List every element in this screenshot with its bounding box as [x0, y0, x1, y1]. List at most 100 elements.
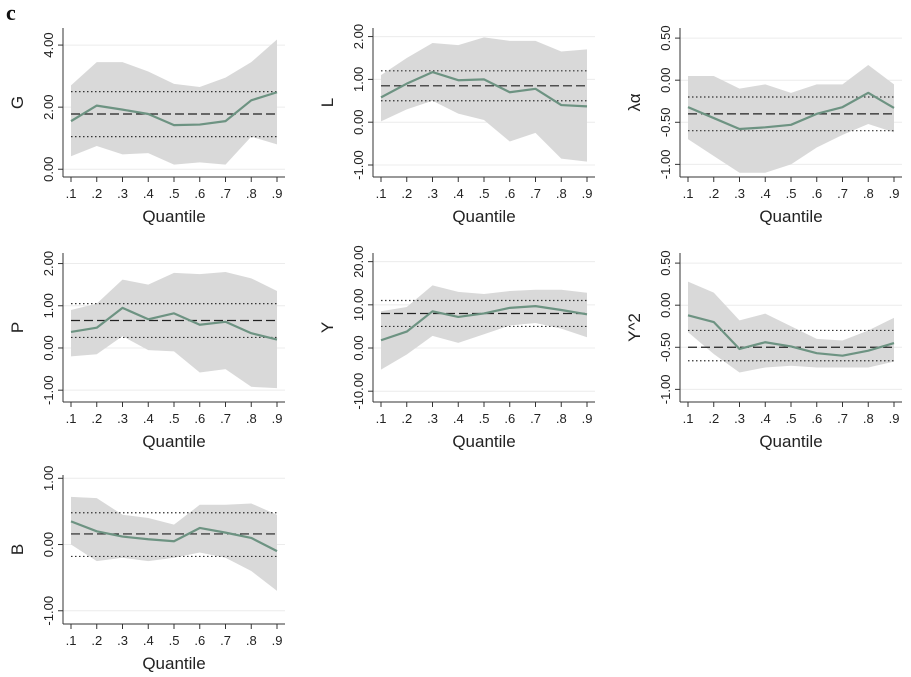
- quantile-estimate-line: [70, 306, 278, 341]
- x-tick-label: .3: [734, 186, 745, 201]
- x-tick-label: .9: [272, 186, 283, 201]
- y-tick-label: 10.00: [351, 289, 366, 322]
- x-tick-label: .1: [376, 186, 387, 201]
- x-tick-label: .5: [479, 411, 490, 426]
- y-tick-label: 0.00: [351, 110, 366, 135]
- figure-panel-label: c: [6, 0, 16, 25]
- chart-panel-5: -10.00 0.00 10.00 20.00 .1 .2 .3 .4 .5 .6 .7 .8 .9 Qu…: [318, 245, 595, 451]
- x-tick-label: .8: [246, 633, 257, 648]
- x-tick-label: .5: [169, 186, 180, 201]
- x-tick-label: .8: [556, 186, 567, 201]
- confidence-band: [381, 37, 587, 162]
- x-tick-label: .3: [117, 411, 128, 426]
- quantile-estimate-line: [380, 305, 588, 342]
- y-tick-label: 0.00: [351, 335, 366, 360]
- y-axis-title: B: [8, 544, 27, 555]
- y-tick-label: 4.00: [41, 32, 56, 57]
- y-tick-label: -10.00: [351, 373, 366, 410]
- x-tick-label: .5: [169, 411, 180, 426]
- confidence-band: [688, 65, 894, 173]
- y-tick-label: 2.00: [351, 24, 366, 49]
- x-tick-label: .4: [760, 186, 771, 201]
- y-tick-label: -1.00: [41, 596, 56, 626]
- confidence-band: [71, 496, 277, 591]
- x-tick-label: .3: [734, 411, 745, 426]
- x-tick-label: .7: [220, 411, 231, 426]
- y-axis-title: Y^2: [625, 313, 644, 342]
- y-axis-title: P: [8, 322, 27, 333]
- quantile-estimate-line: [70, 520, 278, 553]
- x-tick-label: .4: [453, 411, 464, 426]
- x-tick-label: .6: [504, 411, 515, 426]
- y-tick-label: 0.50: [658, 25, 673, 50]
- x-tick-label: .3: [117, 186, 128, 201]
- x-tick-label: .4: [453, 186, 464, 201]
- x-axis-title: Quantile: [452, 207, 515, 226]
- quantile-estimate-line: [380, 71, 588, 108]
- y-tick-label: 1.00: [41, 466, 56, 491]
- y-tick-label: 0.00: [658, 68, 673, 93]
- y-tick-label: -1.00: [658, 375, 673, 405]
- chart-panel-1: 0.00 2.00 4.00 .1 .2 .3 .4 .5 .6 .7 .8 .9 Quantile G: [8, 28, 285, 226]
- x-axis-title: Quantile: [142, 654, 205, 673]
- y-tick-label: 1.00: [351, 67, 366, 92]
- x-tick-label: .8: [556, 411, 567, 426]
- x-tick-label: .2: [708, 411, 719, 426]
- y-tick-label: 2.00: [41, 251, 56, 276]
- quantile-estimate-line: [687, 91, 895, 131]
- chart-panel-4: -1.00 0.00 1.00 2.00 .1 .2 .3 .4 .5 .6 .7 .8 .9 Quant…: [8, 251, 285, 451]
- y-tick-label: -1.00: [351, 150, 366, 180]
- x-axis-title: Quantile: [759, 432, 822, 451]
- y-tick-label: 1.00: [41, 293, 56, 318]
- x-tick-label: .9: [582, 411, 593, 426]
- x-tick-label: .2: [91, 186, 102, 201]
- quantile-estimate-line: [687, 314, 895, 357]
- x-tick-label: .2: [401, 186, 412, 201]
- x-tick-label: .1: [683, 186, 694, 201]
- x-tick-label: .7: [837, 411, 848, 426]
- quantile-estimate-line: [70, 91, 278, 127]
- x-tick-label: .8: [246, 411, 257, 426]
- x-tick-label: .3: [427, 411, 438, 426]
- x-tick-label: .9: [889, 411, 900, 426]
- x-tick-label: .2: [401, 411, 412, 426]
- x-tick-label: .5: [786, 186, 797, 201]
- y-tick-label: 2.00: [41, 95, 56, 120]
- x-tick-label: .3: [117, 633, 128, 648]
- x-tick-label: .8: [863, 186, 874, 201]
- y-tick-label: 0.00: [41, 532, 56, 557]
- x-tick-label: .6: [194, 633, 205, 648]
- x-tick-label: .4: [143, 633, 154, 648]
- y-tick-label: -0.50: [658, 107, 673, 137]
- chart-panel-2: -1.00 0.00 1.00 2.00 .1 .2 .3 .4 .5 .6 .7 .8 .9 Quant…: [318, 24, 595, 226]
- x-tick-label: .2: [91, 633, 102, 648]
- chart-panel-6: -1.00 -0.50 0.00 0.50 .1 .2 .3 .4 .5 .6 .7 .8 .9 Quan…: [625, 250, 902, 451]
- x-tick-label: .6: [811, 186, 822, 201]
- x-tick-label: .7: [837, 186, 848, 201]
- y-axis-title: G: [8, 96, 27, 109]
- x-tick-label: .9: [272, 633, 283, 648]
- x-tick-label: .9: [272, 411, 283, 426]
- x-tick-label: .3: [427, 186, 438, 201]
- x-tick-label: .4: [760, 411, 771, 426]
- x-tick-label: .8: [863, 411, 874, 426]
- x-tick-label: .4: [143, 186, 154, 201]
- x-axis-title: Quantile: [759, 207, 822, 226]
- y-axis-title: λα: [625, 93, 644, 111]
- x-tick-label: .1: [66, 633, 77, 648]
- x-tick-label: .1: [376, 411, 387, 426]
- x-tick-label: .2: [708, 186, 719, 201]
- y-axis-title: Y: [318, 322, 337, 333]
- x-tick-label: .5: [479, 186, 490, 201]
- x-tick-label: .1: [683, 411, 694, 426]
- y-tick-label: -0.50: [658, 332, 673, 362]
- y-tick-label: 20.00: [351, 245, 366, 278]
- y-tick-label: 0.50: [658, 250, 673, 275]
- y-axis-title: L: [318, 98, 337, 107]
- y-tick-label: -1.00: [41, 375, 56, 405]
- x-tick-label: .7: [530, 186, 541, 201]
- x-tick-label: .1: [66, 411, 77, 426]
- chart-panel-7: -1.00 0.00 1.00 .1 .2 .3 .4 .5 .6 .7 .8 .9 Quantile B: [8, 466, 285, 673]
- x-tick-label: .7: [220, 186, 231, 201]
